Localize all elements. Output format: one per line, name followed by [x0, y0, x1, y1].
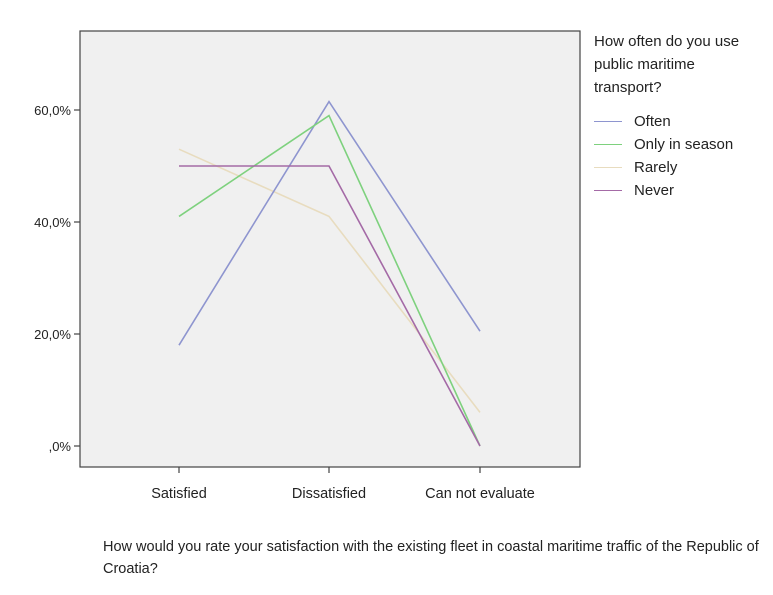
series-line-only-in-season: [178, 114, 481, 447]
series-line-often: [178, 100, 481, 346]
x-axis: Satisfied Dissatisfied Can not evaluate: [151, 467, 535, 502]
legend-label: Rarely: [634, 159, 678, 176]
legend-item: Never: [594, 179, 769, 202]
x-tick-label: Dissatisfied: [292, 486, 366, 502]
legend-swatch: [594, 167, 622, 168]
legend-title: How often do you use public maritime tra…: [594, 33, 740, 96]
legend-label: Never: [634, 182, 675, 199]
legend-swatch: [594, 144, 622, 145]
legend-swatch: [594, 190, 622, 191]
series-lines: [178, 100, 481, 447]
y-tick-label: 40,0%: [34, 215, 71, 230]
x-tick-label: Satisfied: [151, 486, 207, 502]
legend-label: Often: [634, 113, 671, 130]
legend-swatch: [594, 121, 622, 122]
x-tick-label: Can not evaluate: [425, 486, 535, 502]
legend-item: Rarely: [594, 156, 769, 179]
series-line-rarely: [178, 148, 481, 413]
y-axis: ,0% 20,0% 40,0% 60,0%: [34, 103, 80, 454]
legend: Often Only in season Rarely Never: [594, 110, 769, 202]
y-tick-label: 60,0%: [34, 103, 71, 118]
legend-item: Only in season: [594, 133, 769, 156]
y-tick-label: ,0%: [49, 439, 72, 454]
series-line-never: [179, 165, 481, 447]
x-axis-title: How would you rate your satisfaction wit…: [103, 539, 759, 577]
legend-label: Only in season: [634, 136, 734, 153]
y-tick-label: 20,0%: [34, 327, 71, 342]
plot-area: [79, 30, 581, 468]
legend-item: Often: [594, 110, 769, 133]
